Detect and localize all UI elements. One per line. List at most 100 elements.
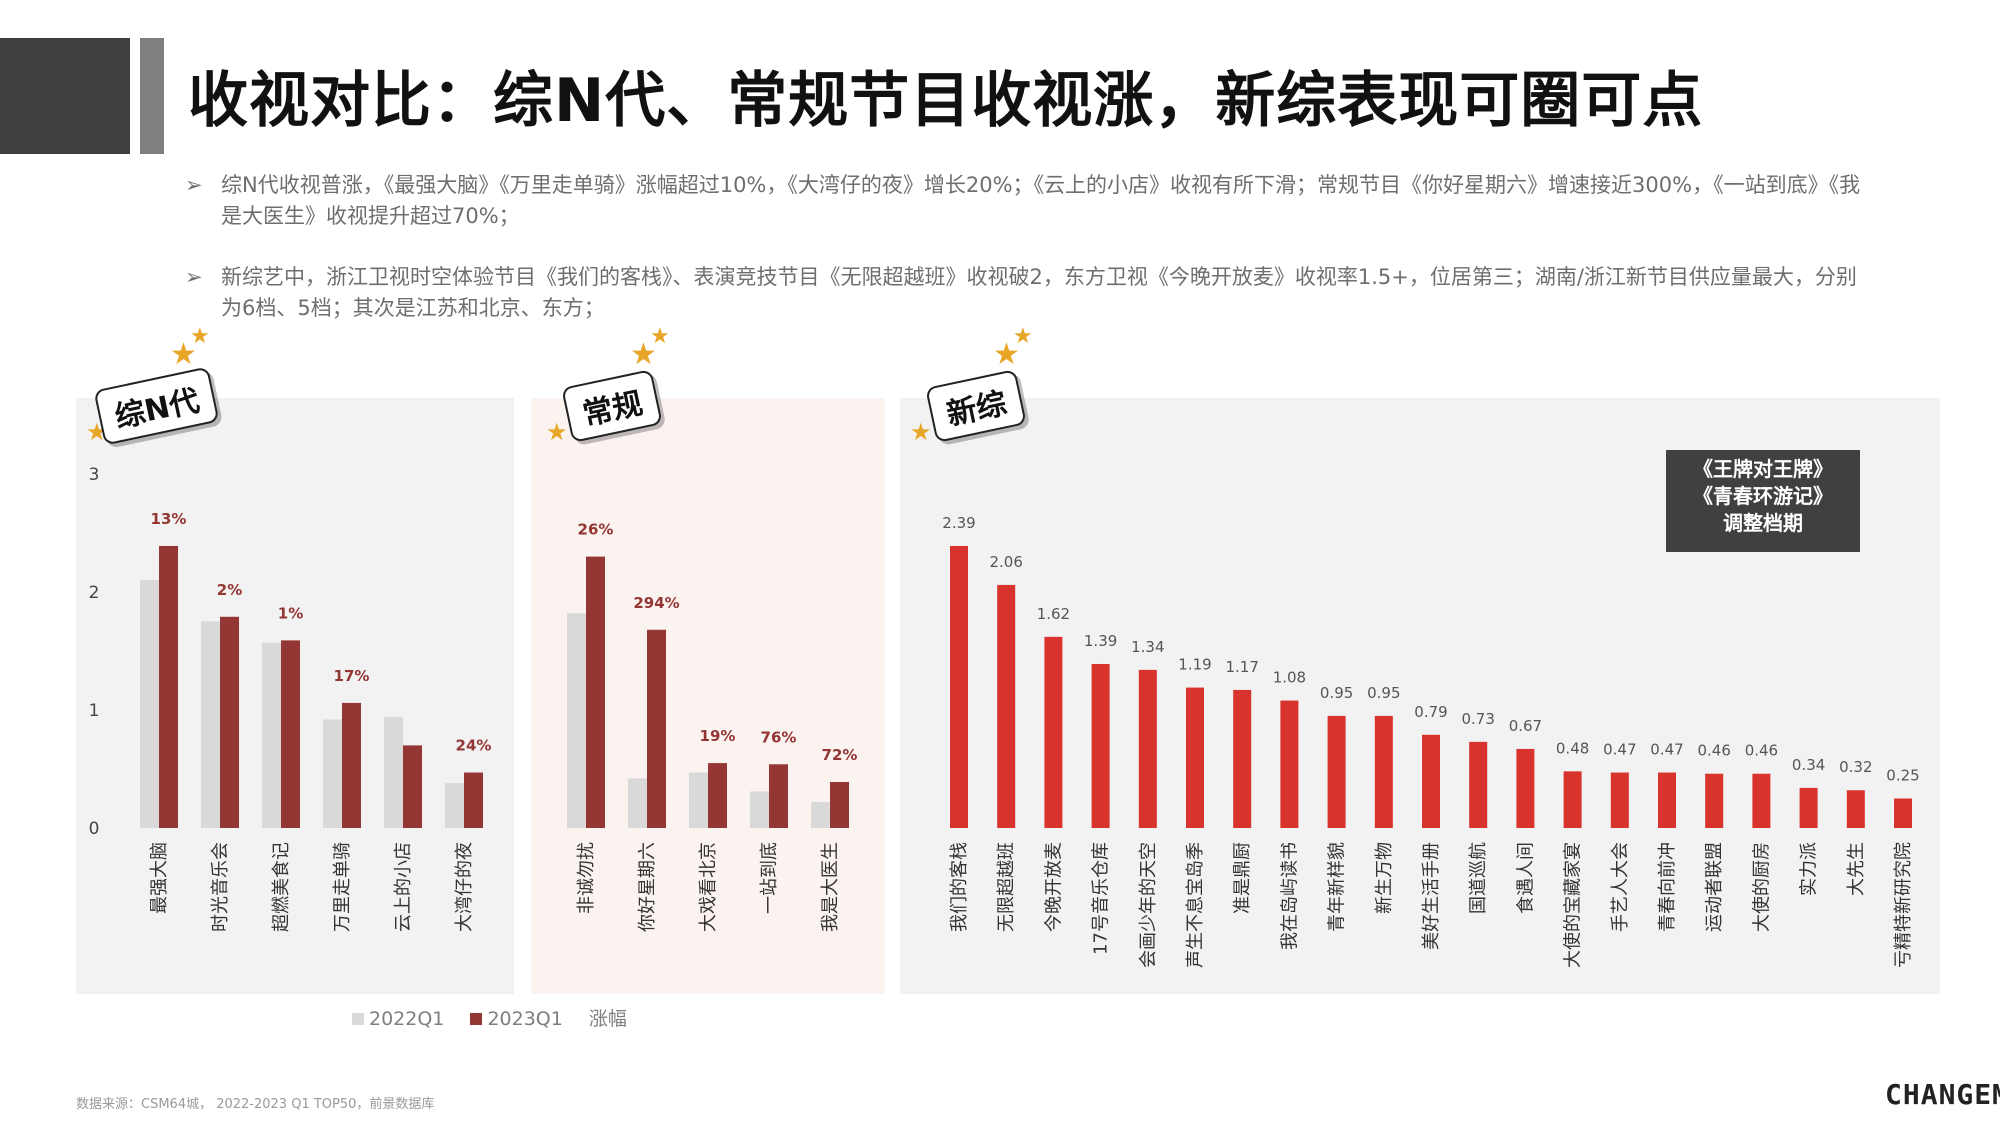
bar-2022 <box>201 621 220 828</box>
category-label: 食遇人间 <box>1515 842 1536 914</box>
legend-item-growth: 涨幅 <box>589 1004 627 1031</box>
star-icon: ★ <box>910 418 932 446</box>
bullet-2: ➢ 新综艺中，浙江卫视时空体验节目《我们的客栈》、表演竞技节目《无限超越班》收视… <box>185 262 1865 324</box>
value-label: 0.47 <box>1650 741 1683 759</box>
bar-2022 <box>140 580 159 828</box>
legend-item-2022: 2022Q1 <box>352 1008 444 1030</box>
bar-2022 <box>689 772 708 828</box>
bar-rating <box>1091 663 1110 828</box>
bar-rating <box>1799 787 1818 828</box>
bar-rating <box>1327 715 1346 828</box>
bar-rating <box>1658 772 1676 828</box>
category-label: 万里走单骑 <box>332 842 353 932</box>
value-label: 0.79 <box>1414 703 1447 721</box>
value-label: 1.34 <box>1131 638 1164 656</box>
title-accent-block <box>0 38 130 154</box>
value-label: 0.34 <box>1792 756 1825 774</box>
value-label: 1.17 <box>1225 658 1258 676</box>
bar-2022 <box>567 613 586 828</box>
growth-label: 1% <box>278 604 303 622</box>
star-icon: ★ <box>630 337 657 372</box>
bar-rating <box>1752 773 1771 828</box>
category-label: 一站到底 <box>759 842 780 914</box>
bar-2023 <box>769 764 788 828</box>
bar-2023 <box>830 781 849 828</box>
star-icon: ★ <box>190 324 210 349</box>
category-label: 我是大医生 <box>820 842 841 932</box>
bar-rating <box>1280 700 1299 828</box>
value-label: 0.32 <box>1839 758 1872 776</box>
category-label: 大湾仔的夜 <box>454 842 475 932</box>
bullet-text: 综N代收视普涨，《最强大脑》《万里走单骑》涨幅超过10%，《大湾仔的夜》增长20… <box>221 173 1861 228</box>
value-label: 0.95 <box>1320 684 1353 702</box>
bar-rating <box>1563 771 1582 828</box>
category-label: 我们的客栈 <box>949 842 970 932</box>
schedule-note: 《王牌对王牌》 《青春环游记》 调整档期 <box>1666 450 1860 552</box>
category-label: 大使的宝藏家宴 <box>1562 842 1584 968</box>
title-accent-bar <box>140 38 164 154</box>
value-label: 0.95 <box>1367 684 1400 702</box>
growth-label: 76% <box>761 728 797 746</box>
category-label: 你好星期六 <box>637 842 658 932</box>
star-icon: ★ <box>650 324 670 349</box>
growth-label: 17% <box>334 667 370 685</box>
bar-2023 <box>708 763 727 828</box>
category-label: 今晚开放麦 <box>1043 842 1064 932</box>
note-line: 《青春环游记》 <box>1693 484 1833 508</box>
bar-rating <box>1469 741 1488 828</box>
value-label: 0.73 <box>1461 710 1494 728</box>
chart-new-shows: 2.39 我们的客栈 2.06 无限超越班 1.62 今晚开放麦 1.39 17号音乐仓库 1.… <box>942 514 1919 968</box>
brand-logo: CHANGEMD <box>1885 1078 2000 1111</box>
legend-item-2023: 2023Q1 <box>470 1008 563 1030</box>
bar-2022 <box>445 783 464 828</box>
category-label: 大使的厨房 <box>1751 842 1772 932</box>
value-label: 0.46 <box>1745 742 1778 760</box>
bullet-text: 新综艺中，浙江卫视时空体验节目《我们的客栈》、表演竞技节目《无限超越班》收视破2… <box>221 265 1857 320</box>
y-tick-label: 3 <box>89 465 100 485</box>
bar-2022 <box>323 719 342 828</box>
bar-2023 <box>342 702 361 828</box>
growth-label: 26% <box>578 521 614 539</box>
note-line: 调整档期 <box>1723 511 1803 535</box>
y-tick-label: 0 <box>89 819 100 839</box>
category-label: 手艺人大会 <box>1610 842 1631 932</box>
legend-swatch <box>352 1013 364 1025</box>
category-label: 超燃美食记 <box>271 842 292 932</box>
bar-rating <box>997 584 1016 828</box>
bar-rating <box>1186 687 1204 828</box>
legend: 2022Q1 2023Q1 涨幅 <box>352 1004 647 1031</box>
category-label: 准是鼎厨 <box>1232 842 1253 914</box>
bar-rating <box>950 545 968 828</box>
bar-rating <box>1138 669 1157 828</box>
bar-2023 <box>586 556 605 828</box>
star-icon: ★ <box>170 337 197 372</box>
bar-2023 <box>647 629 666 828</box>
value-label: 2.39 <box>942 514 975 532</box>
page-title: 收视对比：综N代、常规节目收视涨，新综表现可圈可点 <box>188 66 1704 136</box>
bar-rating <box>1044 636 1063 828</box>
value-label: 0.47 <box>1603 741 1636 759</box>
legend-label: 2023Q1 <box>487 1008 563 1030</box>
bar-rating <box>1374 715 1393 828</box>
value-label: 0.67 <box>1509 717 1542 735</box>
bar-2023 <box>220 616 239 828</box>
bullet-arrow-icon: ➢ <box>185 173 203 197</box>
category-label: 青年新样貌 <box>1327 842 1348 932</box>
category-label: 国道巡航 <box>1468 842 1489 914</box>
category-label: 新生万物 <box>1374 842 1395 914</box>
value-label: 1.39 <box>1084 632 1117 650</box>
legend-label: 2022Q1 <box>369 1008 445 1030</box>
category-label: 大先生 <box>1846 842 1867 896</box>
data-source: 数据来源：CSM64城， 2022-2023 Q1 TOP50，前景数据库 <box>76 1097 435 1112</box>
category-label: 实力派 <box>1799 842 1820 896</box>
note-line: 《王牌对王牌》 <box>1693 457 1833 481</box>
value-label: 1.19 <box>1178 656 1211 674</box>
panel-franchise-shows: 0 1 2 3 13% 最强大脑 2% 时光音乐会 1% 超燃美食记 17% 万里走单骑 云上的小店 24… <box>76 398 514 994</box>
value-label: 1.62 <box>1037 605 1070 623</box>
bar-rating <box>1233 689 1252 828</box>
bar-rating <box>1610 772 1629 828</box>
growth-label: 13% <box>151 510 187 528</box>
value-label: 0.48 <box>1556 739 1589 757</box>
legend-swatch <box>470 1013 483 1025</box>
panel-regular-shows: 26% 非诚勿扰 294% 你好星期六 19% 大戏看北京 76% 一站到底 72% 我是大医生 <box>531 398 885 994</box>
